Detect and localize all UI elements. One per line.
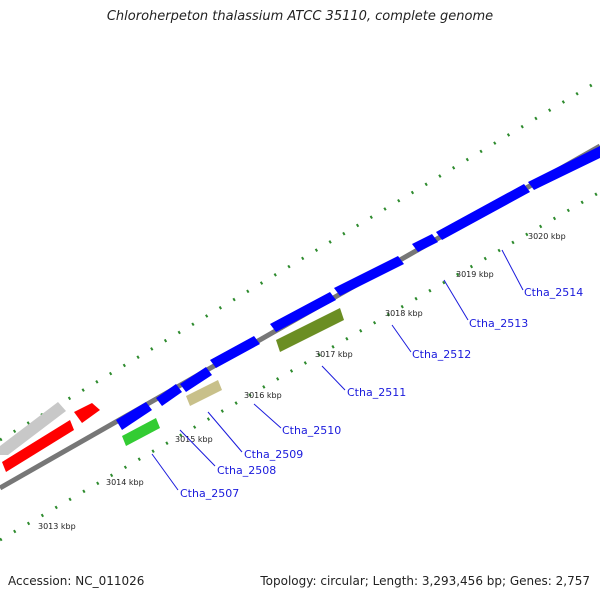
tick-label: 3018 kbp (385, 309, 423, 318)
tick-label: 3019 kbp (456, 270, 494, 279)
cds-2508[interactable] (156, 384, 182, 406)
feature-red-large[interactable] (2, 420, 74, 472)
cds-2515[interactable] (528, 146, 600, 190)
gene-label[interactable]: Ctha_2507 (180, 487, 239, 500)
leader-line (179, 429, 216, 467)
gene-label[interactable]: Ctha_2509 (244, 448, 303, 461)
leader-line (501, 249, 524, 291)
cds-2510[interactable] (210, 336, 260, 368)
map-title: Chloroherpeton thalassium ATCC 35110, co… (106, 9, 494, 24)
tick-label: 3017 kbp (315, 350, 353, 359)
cds-2511[interactable] (270, 292, 336, 332)
leader-line (207, 411, 243, 453)
tick-label: 3013 kbp (38, 522, 76, 531)
leader-line (391, 324, 412, 353)
tick-label: 3020 kbp (528, 232, 566, 241)
leader-line (253, 403, 282, 429)
feature-tan[interactable] (186, 380, 222, 406)
inner-tick-ring (0, 190, 600, 542)
feature-green[interactable] (122, 418, 160, 446)
gene-label[interactable]: Ctha_2514 (524, 286, 583, 299)
tick-label: 3014 kbp (106, 478, 144, 487)
cds-2507[interactable] (116, 402, 152, 430)
cds-2513[interactable] (412, 234, 438, 252)
tick-label: 3016 kbp (244, 391, 282, 400)
cds-2509[interactable] (180, 367, 212, 392)
gene-label[interactable]: Ctha_2510 (282, 424, 341, 437)
leader-line (151, 453, 179, 491)
gene-label[interactable]: Ctha_2511 (347, 386, 406, 399)
feature-gray[interactable] (0, 402, 66, 455)
gene-label[interactable]: Ctha_2513 (469, 317, 528, 330)
tick-label: 3015 kbp (175, 435, 213, 444)
cds-2512[interactable] (334, 256, 404, 296)
leader-line (321, 365, 346, 391)
feature-olive[interactable] (276, 308, 344, 352)
outer-tick-ring (0, 78, 600, 442)
feature-red-small[interactable] (74, 403, 100, 423)
gene-label[interactable]: Ctha_2508 (217, 464, 276, 477)
genome-summary-text: Topology: circular; Length: 3,293,456 bp… (260, 574, 590, 588)
gene-label[interactable]: Ctha_2512 (412, 348, 471, 361)
cds-2514[interactable] (436, 184, 530, 240)
leader-line (443, 279, 469, 321)
accession-text: Accession: NC_011026 (8, 574, 145, 588)
